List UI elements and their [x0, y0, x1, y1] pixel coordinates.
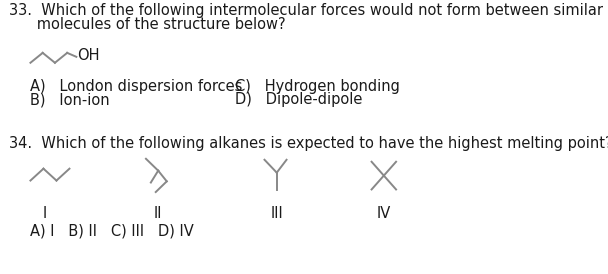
Text: A) I   B) II   C) III   D) IV: A) I B) II C) III D) IV	[30, 223, 194, 238]
Text: B)   Ion-ion: B) Ion-ion	[30, 92, 110, 107]
Text: 34.  Which of the following alkanes is expected to have the highest melting poin: 34. Which of the following alkanes is ex…	[9, 136, 608, 151]
Text: C)   Hydrogen bonding: C) Hydrogen bonding	[235, 79, 399, 94]
Text: IV: IV	[377, 206, 391, 221]
Text: 33.  Which of the following intermolecular forces would not form between similar: 33. Which of the following intermolecula…	[9, 3, 603, 18]
Text: II: II	[154, 206, 162, 221]
Text: D)   Dipole-dipole: D) Dipole-dipole	[235, 92, 362, 107]
Text: molecules of the structure below?: molecules of the structure below?	[9, 17, 286, 32]
Text: A)   London dispersion forces: A) London dispersion forces	[30, 79, 243, 94]
Text: I: I	[43, 206, 47, 221]
Text: III: III	[271, 206, 283, 221]
Text: OH: OH	[77, 48, 100, 63]
